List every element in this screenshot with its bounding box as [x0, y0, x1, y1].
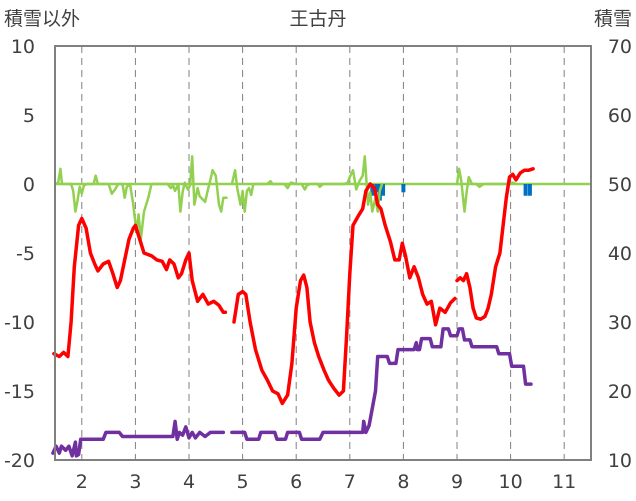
x-tick-label: 9	[451, 471, 463, 493]
right-tick-label: 70	[608, 36, 632, 58]
x-tick-label: 4	[183, 471, 195, 493]
snow-bar	[374, 184, 379, 193]
x-tick-label: 2	[76, 471, 88, 493]
series-lines	[51, 155, 535, 458]
x-tick-label: 8	[397, 471, 409, 493]
snow-bar	[381, 184, 386, 196]
right-tick-label: 40	[608, 243, 632, 265]
left-axis-title: 積雪以外	[4, 8, 80, 30]
right-tick-label: 20	[608, 381, 632, 403]
snow-bar	[523, 184, 528, 196]
snow-bar	[401, 184, 406, 193]
green-series-line	[455, 167, 518, 213]
x-tick-label: 6	[290, 471, 302, 493]
x-tick-label: 10	[499, 471, 523, 493]
right-axis-title: 積雪	[594, 8, 632, 30]
x-tick-label: 5	[237, 471, 249, 493]
x-tick-label: 3	[129, 471, 141, 493]
right-tick-label: 60	[608, 105, 632, 127]
purple-series-line	[230, 327, 533, 442]
left-tick-label: 10	[11, 36, 35, 58]
x-tick-label: 7	[344, 471, 356, 493]
red-series-line	[52, 216, 228, 359]
left-axis-ticks: 10 5 0 -5 -10 -15 -20	[4, 36, 35, 472]
right-tick-label: 10	[608, 450, 632, 472]
purple-series-line	[51, 419, 226, 458]
snow-bar	[370, 184, 375, 196]
left-tick-label: 0	[23, 174, 35, 196]
red-series-line	[455, 167, 535, 321]
plot-frame	[54, 45, 592, 461]
x-axis-ticks: 2 3 4 5 6 7 8 9 10 11	[76, 471, 577, 493]
left-tick-label: -15	[4, 381, 35, 403]
left-tick-label: -10	[4, 312, 35, 334]
chart-title: 王古丹	[289, 8, 346, 30]
snow-bar	[527, 184, 532, 196]
right-tick-label: 50	[608, 174, 632, 196]
left-tick-label: -5	[16, 243, 35, 265]
left-tick-label: -20	[4, 450, 35, 472]
x-tick-label: 11	[552, 471, 576, 493]
left-tick-label: 5	[23, 105, 35, 127]
right-axis-ticks: 70 60 50 40 30 20 10	[608, 36, 632, 472]
right-tick-label: 30	[608, 312, 632, 334]
red-series-line	[232, 182, 457, 406]
